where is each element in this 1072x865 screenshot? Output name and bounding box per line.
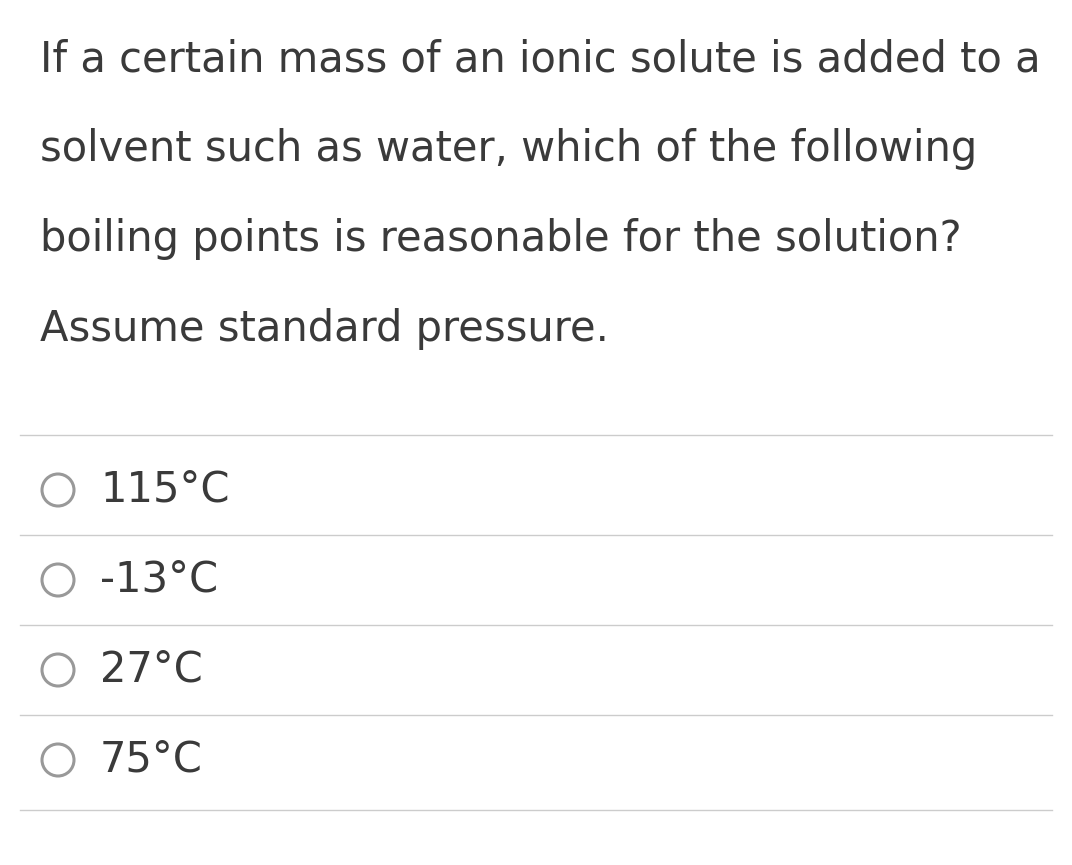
- Text: -13°C: -13°C: [100, 559, 218, 601]
- Text: boiling points is reasonable for the solution?: boiling points is reasonable for the sol…: [40, 218, 962, 260]
- Text: 75°C: 75°C: [100, 739, 203, 781]
- Text: 27°C: 27°C: [100, 649, 203, 691]
- Text: solvent such as water, which of the following: solvent such as water, which of the foll…: [40, 128, 978, 170]
- Text: If a certain mass of an ionic solute is added to a: If a certain mass of an ionic solute is …: [40, 38, 1041, 80]
- Text: 115°C: 115°C: [100, 469, 229, 511]
- Text: Assume standard pressure.: Assume standard pressure.: [40, 308, 609, 350]
